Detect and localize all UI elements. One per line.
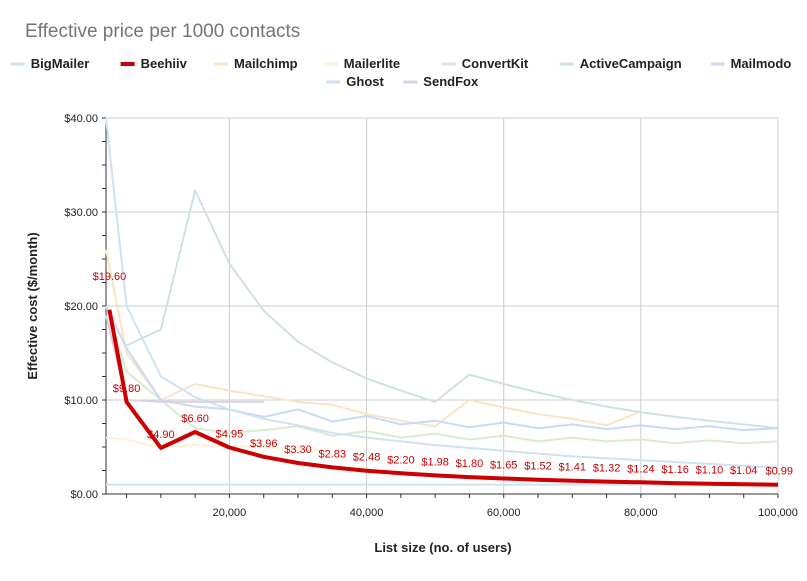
data-label: $1.10 [696, 465, 724, 477]
legend-label-mailmodo: Mailmodo [731, 56, 792, 71]
grid [102, 117, 779, 498]
y-tick-label: $0.00 [70, 489, 98, 501]
data-labels: $19.60 $9.80 $4.90 $6.60 $4.95 $3.96 $3.30 $2.8… [93, 271, 793, 478]
data-label: $1.16 [661, 464, 689, 476]
series-line-beehiiv [107, 309, 779, 487]
legend-label-sendfox: SendFox [423, 74, 479, 89]
data-label: $4.90 [147, 429, 175, 441]
data-label: $1.80 [456, 458, 484, 470]
data-label: $4.95 [216, 428, 244, 440]
data-label: $1.98 [421, 456, 449, 468]
data-label: $1.41 [559, 462, 587, 474]
series-line-mailmodo [105, 305, 779, 432]
legend-label-bigmailer: BigMailer [31, 56, 90, 71]
legend-label-mailchimp: Mailchimp [234, 56, 298, 71]
data-label: $0.99 [765, 466, 793, 478]
y-tick-label: $20.00 [64, 301, 98, 313]
y-tick-label: $30.00 [64, 207, 98, 219]
data-label: $1.65 [490, 459, 518, 471]
series-line-activecampaign [126, 189, 779, 430]
data-label: $19.60 [93, 271, 127, 283]
y-tick-label: $10.00 [64, 395, 98, 407]
y-axis-title: Effective cost ($/month) [25, 232, 40, 379]
data-label: $1.32 [593, 463, 621, 475]
data-label: $1.52 [524, 461, 552, 473]
data-label: $1.24 [627, 463, 655, 475]
x-tick-label: 60,000 [487, 507, 521, 519]
y-axis-ticks: $0.00 $10.00 $20.00 $30.00 $40.00 [64, 113, 98, 501]
data-label: $2.83 [319, 448, 347, 460]
legend-label-mailerlite: Mailerlite [344, 56, 400, 71]
data-label: $6.60 [181, 413, 209, 425]
x-tick-label: 100,000 [758, 507, 798, 519]
chart-title: Effective price per 1000 contacts [25, 21, 300, 42]
x-axis-ticks: 20,000 40,000 60,000 80,000 100,000 [213, 507, 798, 519]
series-lines [105, 117, 779, 487]
x-tick-label: 20,000 [213, 507, 247, 519]
data-label: $1.04 [730, 465, 758, 477]
data-label: $2.48 [353, 452, 381, 464]
data-label: $9.80 [113, 383, 141, 395]
data-label: $3.30 [284, 444, 312, 456]
series-line-convertkit [105, 305, 779, 445]
legend-label-activecampaign: ActiveCampaign [580, 56, 682, 71]
legend-label-convertkit: ConvertKit [462, 56, 529, 71]
series-line-mailerlite [105, 436, 333, 452]
x-axis-title: List size (no. of users) [374, 540, 511, 555]
x-tick-label: 80,000 [624, 507, 658, 519]
data-label: $2.20 [387, 454, 415, 466]
x-tick-label: 40,000 [350, 507, 384, 519]
legend-label-ghost: Ghost [346, 74, 384, 89]
legend-label-beehiiv: Beehiiv [141, 56, 188, 71]
legend: BigMailer Beehiiv Mailchimp Mailerlite Conve… [10, 56, 792, 89]
y-tick-label: $40.00 [64, 113, 98, 125]
data-label: $3.96 [250, 438, 278, 450]
